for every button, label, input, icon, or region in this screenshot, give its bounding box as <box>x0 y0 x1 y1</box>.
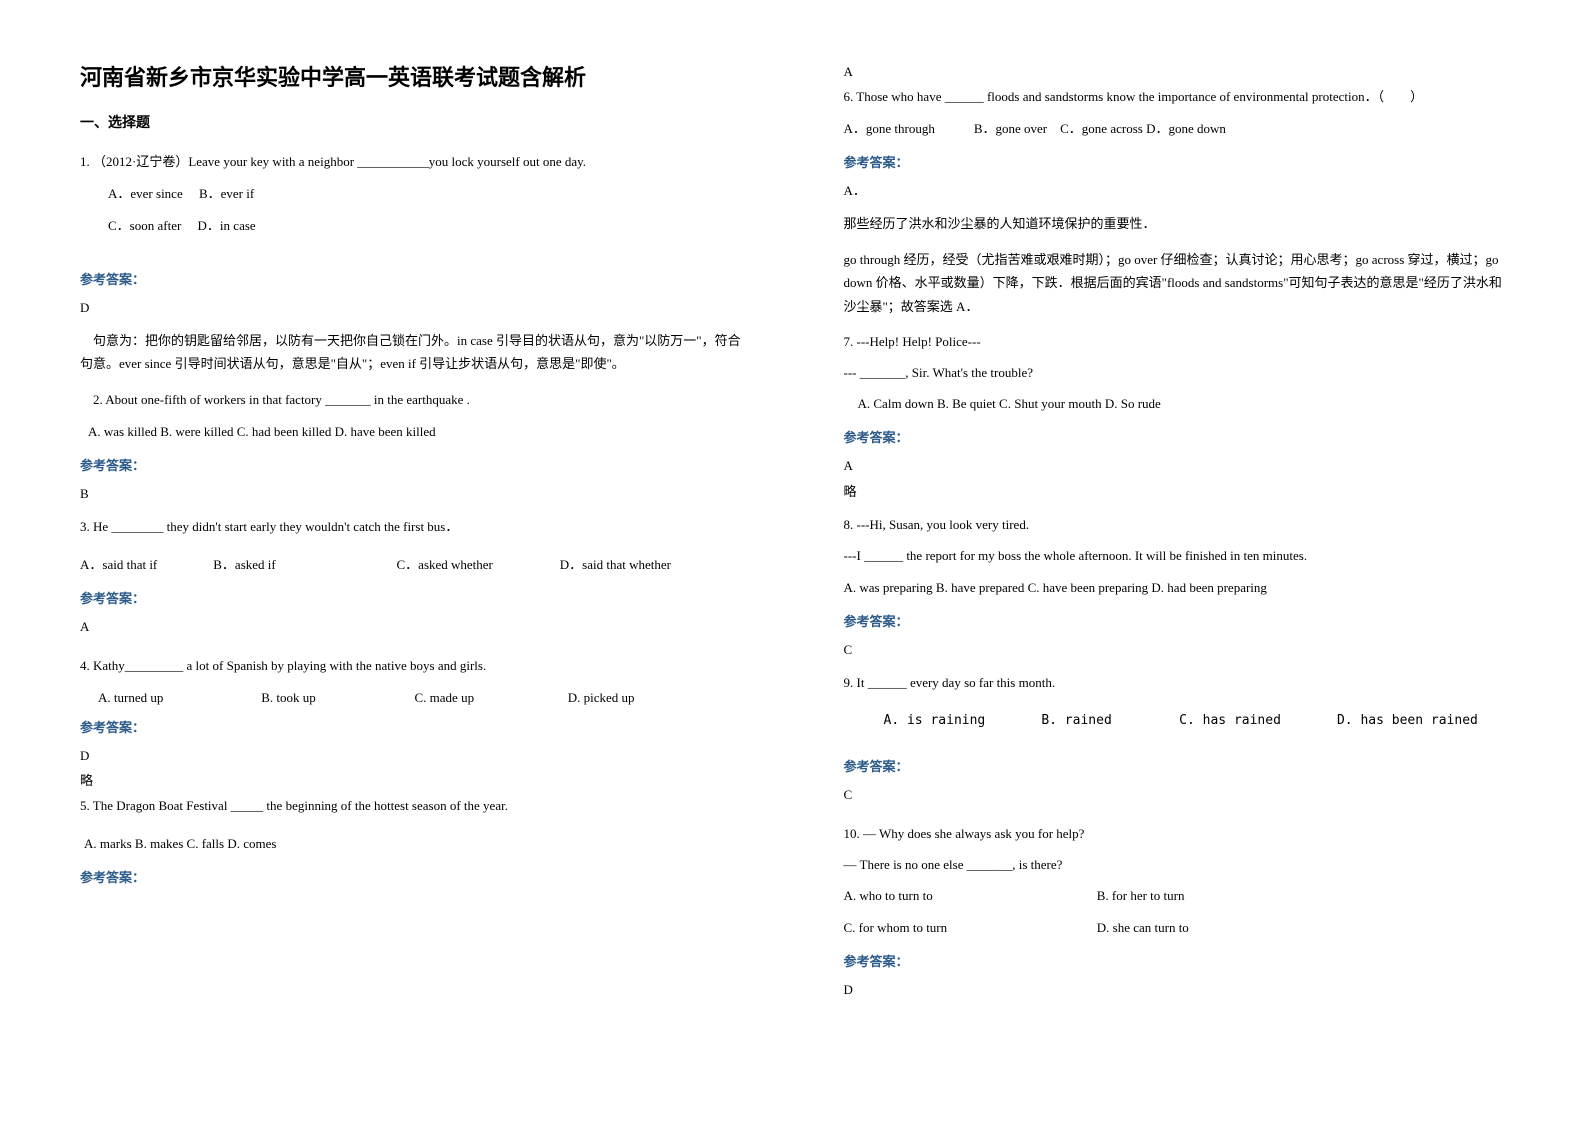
q2-answer: B <box>80 482 744 505</box>
q4-optD: D. picked up <box>568 685 635 711</box>
q10-stem1: 10. — Why does she always ask you for he… <box>844 822 1508 847</box>
q1-options-row1: A．ever since B．ever if <box>80 181 744 207</box>
q6-answer-label: 参考答案： <box>844 152 1508 171</box>
q5-options: A. marks B. makes C. falls D. comes <box>80 831 744 857</box>
q7-extra: 略 <box>844 480 1508 503</box>
q1-stem: 1. （2012·辽宁卷）Leave your key with a neigh… <box>80 150 744 175</box>
q10-optB: B. for her to turn <box>1097 883 1185 909</box>
q10-optC: C. for whom to turn <box>844 915 1094 941</box>
q2-stem: 2. About one-fifth of workers in that fa… <box>80 388 744 413</box>
q8-stem1: 8. ---Hi, Susan, you look very tired. <box>844 513 1508 538</box>
q4-optC: C. made up <box>415 685 565 711</box>
q9-optA: A. is raining <box>884 708 1034 734</box>
q3-optC: C．asked whether <box>397 552 557 578</box>
q1-explain: 句意为：把你的钥匙留给邻居，以防有一天把你自己锁在门外。in case 引导目的… <box>80 329 744 376</box>
q9-options: A. is raining B. rained C. has rained D.… <box>844 708 1508 734</box>
q1-optA: A．ever since <box>108 186 183 201</box>
right-column: A 6. Those who have ______ floods and sa… <box>794 0 1587 1122</box>
q8-answer: C <box>844 638 1508 661</box>
q8-answer-label: 参考答案： <box>844 611 1508 630</box>
q7-answer: A <box>844 454 1508 477</box>
q6-stem: 6. Those who have ______ floods and sand… <box>844 85 1508 110</box>
q9-answer: C <box>844 783 1508 806</box>
q6-explain1: 那些经历了洪水和沙尘暴的人知道环境保护的重要性． <box>844 212 1508 235</box>
q4-stem: 4. Kathy_________ a lot of Spanish by pl… <box>80 654 744 679</box>
q3-optA: A．said that if <box>80 552 210 578</box>
q9-stem: 9. It ______ every day so far this month… <box>844 671 1508 696</box>
q4-optA: A. turned up <box>98 685 258 711</box>
q4-options: A. turned up B. took up C. made up D. pi… <box>80 685 744 711</box>
q7-options: A. Calm down B. Be quiet C. Shut your mo… <box>844 391 1508 417</box>
q9-optC: C. has rained <box>1179 708 1329 734</box>
q7-answer-label: 参考答案： <box>844 427 1508 446</box>
q1-optB: B．ever if <box>199 186 254 201</box>
q1-optC: C．soon after <box>108 218 181 233</box>
q10-optD: D. she can turn to <box>1097 915 1189 941</box>
q1-options-row2: C．soon after D．in case <box>80 213 744 239</box>
q7-stem1: 7. ---Help! Help! Police--- <box>844 330 1508 355</box>
q4-extra: 略 <box>80 769 744 792</box>
q5-answer-label: 参考答案： <box>80 867 744 886</box>
q9-answer-label: 参考答案： <box>844 756 1508 775</box>
q1-answer: D <box>80 296 744 319</box>
q3-stem: 3. He ________ they didn't start early t… <box>80 515 744 540</box>
q3-options: A．said that if B．asked if C．asked whethe… <box>80 552 744 578</box>
document-title: 河南省新乡市京华实验中学高一英语联考试题含解析 <box>80 60 744 92</box>
q7-stem2: --- _______, Sir. What's the trouble? <box>844 361 1508 386</box>
q10-answer: D <box>844 978 1508 1001</box>
section-header: 一、选择题 <box>80 112 744 132</box>
q3-optD: D．said that whether <box>560 552 671 578</box>
q8-options: A. was preparing B. have prepared C. hav… <box>844 575 1508 601</box>
q1-optD: D．in case <box>198 218 256 233</box>
q10-stem2: — There is no one else _______, is there… <box>844 853 1508 878</box>
q10-options-row1: A. who to turn to B. for her to turn <box>844 883 1508 909</box>
q6-explain2: go through 经历，经受（尤指苦难或艰难时期）；go over 仔细检查… <box>844 248 1508 318</box>
q2-answer-label: 参考答案： <box>80 455 744 474</box>
q9-optD: D. has been rained <box>1337 708 1478 734</box>
q6-options: A．gone through B．gone over C．gone across… <box>844 116 1508 142</box>
q9-optB: B. rained <box>1041 708 1171 734</box>
q3-answer-label: 参考答案： <box>80 588 744 607</box>
q1-answer-label: 参考答案： <box>80 269 744 288</box>
q10-optA: A. who to turn to <box>844 883 1094 909</box>
q5-answer: A <box>844 60 1508 83</box>
q4-optB: B. took up <box>261 685 411 711</box>
q2-options: A. was killed B. were killed C. had been… <box>80 419 744 445</box>
q4-answer: D <box>80 744 744 767</box>
q5-stem: 5. The Dragon Boat Festival _____ the be… <box>80 794 744 819</box>
q10-answer-label: 参考答案： <box>844 951 1508 970</box>
q4-answer-label: 参考答案： <box>80 717 744 736</box>
q6-answer: A． <box>844 179 1508 202</box>
left-column: 河南省新乡市京华实验中学高一英语联考试题含解析 一、选择题 1. （2012·辽… <box>0 0 794 1122</box>
q3-answer: A <box>80 615 744 638</box>
q8-stem2: ---I ______ the report for my boss the w… <box>844 544 1508 569</box>
q3-optB: B．asked if <box>213 552 393 578</box>
q10-options-row2: C. for whom to turn D. she can turn to <box>844 915 1508 941</box>
